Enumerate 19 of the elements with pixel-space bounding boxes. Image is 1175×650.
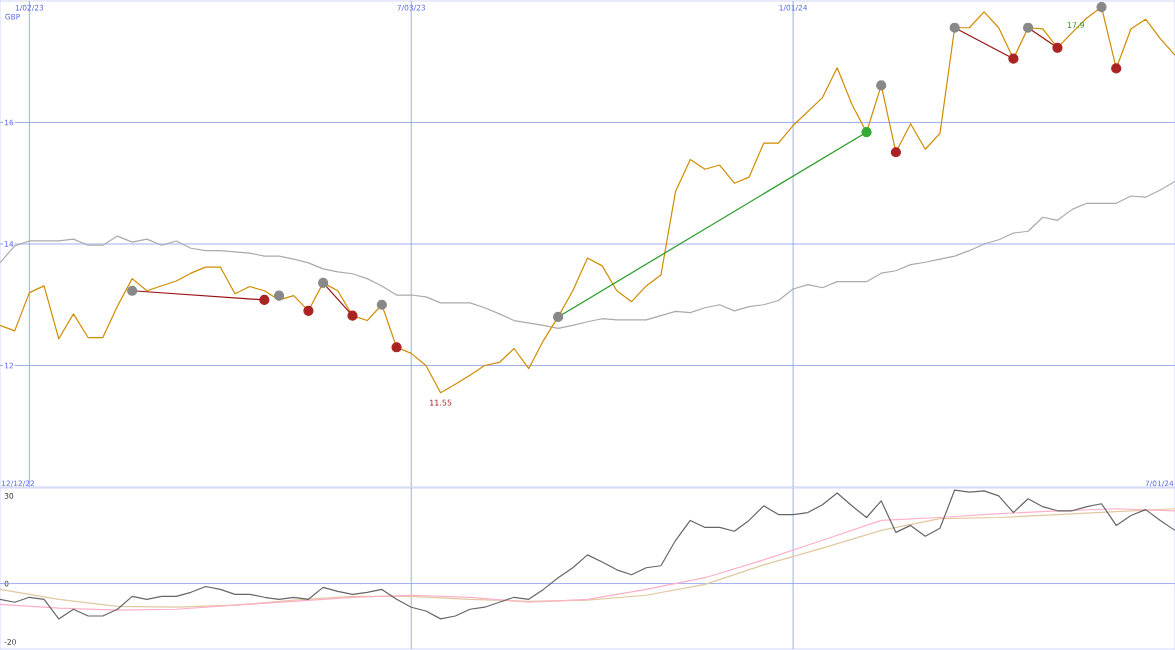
- point: [1096, 1, 1107, 13]
- point: [376, 299, 387, 310]
- point: [273, 290, 285, 301]
- point: [876, 80, 887, 91]
- point: [861, 127, 872, 138]
- point: [1111, 63, 1122, 74]
- point: [1008, 53, 1019, 64]
- point: [890, 147, 902, 158]
- point: [347, 310, 358, 321]
- point: [1052, 42, 1063, 53]
- point: [553, 311, 564, 322]
- line-series: [0, 489, 1175, 620]
- point: [259, 294, 270, 305]
- point: [1023, 22, 1034, 33]
- point: [318, 277, 329, 288]
- point: [949, 22, 960, 33]
- point: [303, 305, 314, 316]
- point: [391, 342, 402, 353]
- point: [127, 285, 138, 296]
